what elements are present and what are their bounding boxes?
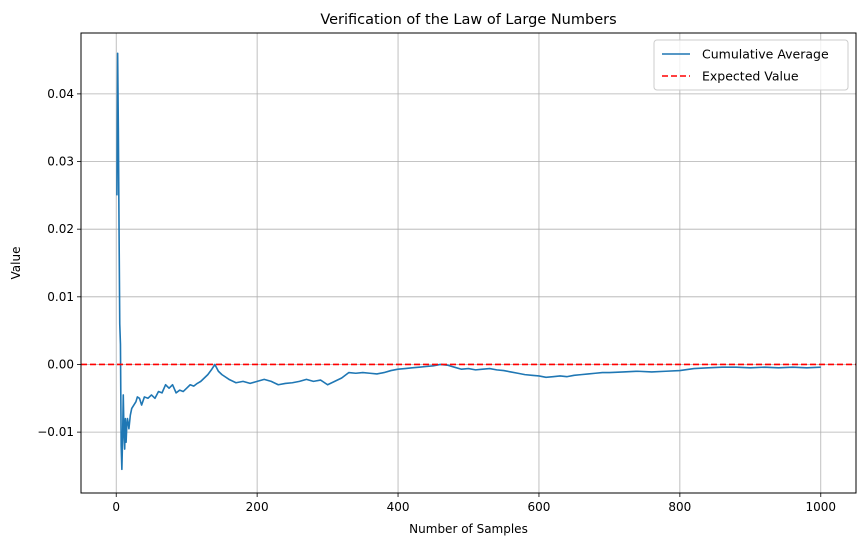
x-tick-label: 200 bbox=[246, 500, 269, 514]
x-tick-label: 0 bbox=[112, 500, 120, 514]
y-tick-label: 0.02 bbox=[47, 222, 74, 236]
x-tick-label: 600 bbox=[528, 500, 551, 514]
series-group bbox=[81, 52, 856, 471]
legend: Cumulative Average Expected Value bbox=[653, 39, 849, 91]
x-tick-label: 800 bbox=[668, 500, 691, 514]
y-tick-label: 0.01 bbox=[47, 290, 74, 304]
x-axis-label: Number of Samples bbox=[409, 522, 528, 536]
legend-label: Cumulative Average bbox=[702, 47, 829, 62]
legend-label: Expected Value bbox=[702, 69, 799, 84]
y-tick-label: 0.00 bbox=[47, 357, 74, 371]
x-tick-label: 1000 bbox=[805, 500, 836, 514]
series-line-cumulative-average bbox=[116, 52, 821, 471]
y-axis-label: Value bbox=[9, 247, 23, 280]
y-tick-label: 0.04 bbox=[47, 87, 74, 101]
x-tick-label: 400 bbox=[387, 500, 410, 514]
plot-frame bbox=[80, 32, 857, 494]
chart-title: Verification of the Law of Large Numbers bbox=[320, 12, 616, 28]
y-tick-label: 0.03 bbox=[47, 155, 74, 169]
legend-box bbox=[653, 39, 849, 91]
y-tick-label: −0.01 bbox=[37, 425, 74, 439]
grid bbox=[81, 33, 856, 493]
ticks: 0 200 400 600 800 1000 −0.01 0.00 0.01 0.02 0.03 0.… bbox=[37, 87, 836, 514]
